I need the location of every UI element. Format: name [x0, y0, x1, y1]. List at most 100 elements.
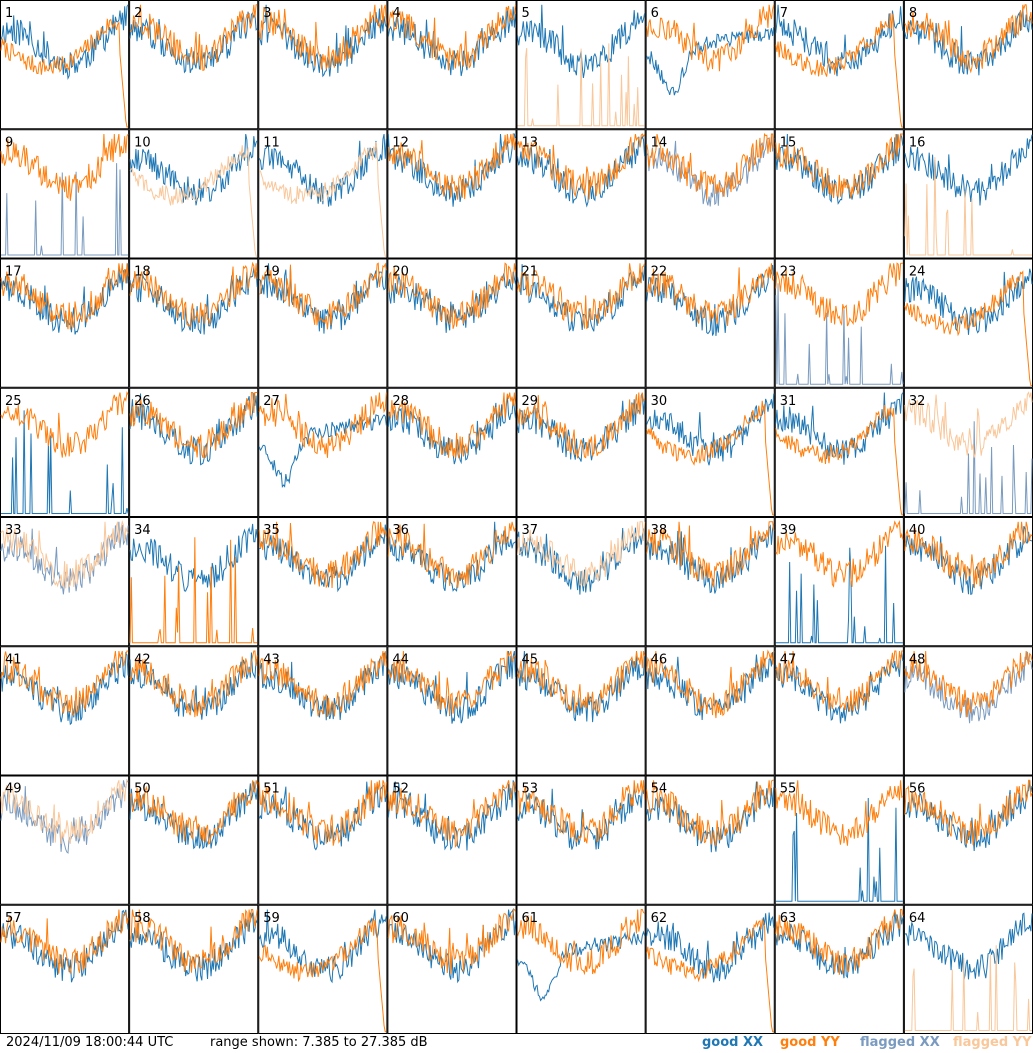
- panel-label: 14: [651, 135, 668, 150]
- series-line-yy-43: [258, 650, 387, 717]
- panel-37: 37: [516, 517, 646, 647]
- series-line-xx-1: [0, 4, 129, 80]
- series-line-yy-13: [517, 133, 646, 200]
- series-line-yy-32: [904, 391, 1033, 458]
- series-line-xx-12: [387, 133, 516, 207]
- series-line-yy-46: [646, 649, 775, 719]
- series-line-xx-49: [0, 778, 129, 854]
- panel-frame: [387, 646, 517, 776]
- panel-50: 50: [129, 775, 259, 905]
- legend-flagged-xx: flagged XX: [860, 1035, 940, 1050]
- panel-24: 24: [903, 258, 1033, 388]
- panel-label: 33: [5, 523, 22, 538]
- panel-frame: [129, 904, 259, 1034]
- series-line-yy-23: [775, 262, 903, 327]
- series-line-xx-34: [129, 523, 258, 592]
- series-line-yy-6: [646, 4, 775, 73]
- panel-2: 2: [129, 0, 259, 130]
- panel-label: 41: [5, 652, 22, 667]
- panel-label: 32: [909, 394, 926, 409]
- series-line-yy-33: [0, 519, 129, 589]
- panel-label: 51: [263, 782, 280, 797]
- panel-label: 55: [780, 782, 797, 797]
- panel-label: 45: [522, 652, 539, 667]
- panel-57: 57: [0, 904, 130, 1034]
- panel-frame: [129, 129, 259, 259]
- series-line-yy-29: [517, 392, 646, 459]
- legend-flagged-yy: flagged YY: [953, 1035, 1032, 1050]
- series-line-yy-10: [129, 145, 258, 257]
- series-line-yy-2: [129, 4, 258, 72]
- panel-45: 45: [516, 646, 646, 776]
- panel-14: 14: [645, 129, 775, 259]
- panel-8: 8: [903, 0, 1033, 130]
- legend-good-xx: good XX: [702, 1035, 764, 1050]
- series-line-xx-61: [517, 930, 646, 1002]
- series-line-yy-28: [387, 392, 516, 459]
- panel-label: 59: [263, 911, 280, 926]
- panel-label: 63: [780, 911, 797, 926]
- panel-frame: [258, 258, 388, 388]
- series-line-yy-16: [904, 157, 1032, 256]
- panel-label: 42: [134, 652, 151, 667]
- series-line-xx-52: [387, 780, 516, 851]
- series-line-yy-57: [0, 909, 129, 974]
- series-line-yy-12: [387, 133, 516, 200]
- panel-15: 15: [774, 129, 904, 259]
- series-line-yy-64: [904, 945, 1032, 1031]
- panel-42: 42: [129, 646, 259, 776]
- panel-43: 43: [258, 646, 388, 776]
- series-line-xx-33: [0, 521, 129, 595]
- panel-41: 41: [0, 646, 130, 776]
- series-line-xx-9: [1, 163, 129, 256]
- series-line-yy-39: [775, 520, 904, 588]
- panel-19: 19: [258, 258, 388, 388]
- panel-label: 35: [263, 523, 280, 538]
- panel-25: 25: [0, 387, 130, 517]
- series-line-xx-39: [775, 545, 903, 644]
- panel-55: 55: [774, 775, 904, 905]
- panel-40: 40: [903, 517, 1033, 647]
- panel-39: 39: [774, 517, 904, 647]
- range-label: range shown: 7.385 to 27.385 dB: [210, 1035, 428, 1050]
- series-line-xx-55: [775, 797, 903, 902]
- panel-9: 9: [0, 129, 130, 259]
- series-line-yy-11: [258, 141, 387, 257]
- panel-frame: [903, 387, 1033, 517]
- series-line-xx-42: [129, 652, 258, 720]
- panel-58: 58: [129, 904, 259, 1034]
- series-line-xx-46: [646, 651, 775, 720]
- panel-62: 62: [645, 904, 775, 1034]
- panel-54: 54: [645, 775, 775, 905]
- panel-frame: [0, 129, 130, 259]
- panel-label: 2: [134, 6, 142, 21]
- series-line-xx-20: [387, 271, 516, 333]
- panel-label: 8: [909, 6, 917, 21]
- panel-label: 29: [522, 394, 539, 409]
- series-line-xx-32: [904, 421, 1033, 514]
- panel-11: 11: [258, 129, 388, 259]
- panel-48: 48: [903, 646, 1033, 776]
- panel-21: 21: [516, 258, 646, 388]
- series-line-xx-27: [258, 414, 387, 489]
- series-line-xx-63: [775, 909, 904, 979]
- series-line-yy-54: [646, 779, 774, 847]
- series-line-yy-30: [646, 400, 774, 516]
- panel-label: 9: [5, 135, 13, 150]
- panel-23: 23: [774, 258, 904, 388]
- series-line-yy-37: [517, 521, 646, 589]
- series-line-yy-53: [517, 780, 646, 844]
- panel-17: 17: [0, 258, 130, 388]
- panel-61: 61: [516, 904, 646, 1034]
- panel-16: 16: [903, 129, 1033, 259]
- series-line-yy-14: [646, 132, 775, 200]
- panel-label: 10: [134, 135, 151, 150]
- panel-label: 64: [909, 911, 926, 926]
- series-line-xx-19: [258, 263, 387, 334]
- panel-60: 60: [387, 904, 517, 1034]
- panel-frame: [387, 904, 517, 1034]
- panel-frame: [645, 0, 775, 130]
- series-line-yy-47: [775, 650, 903, 712]
- series-line-xx-47: [775, 652, 904, 724]
- panel-47: 47: [774, 646, 904, 776]
